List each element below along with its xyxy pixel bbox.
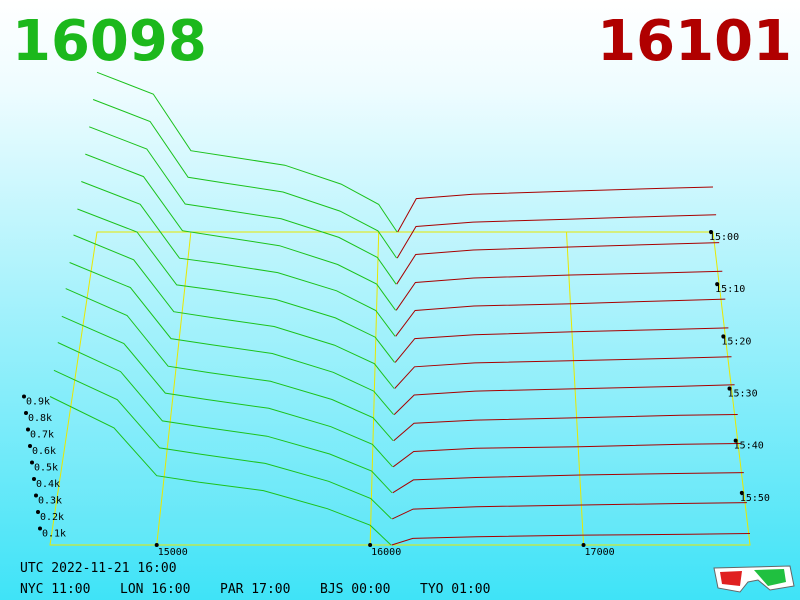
x-tick-label: 17000: [585, 547, 615, 558]
bid-curve: [53, 369, 392, 520]
clock: NYC 11:00: [20, 582, 90, 597]
time-tick: [715, 282, 720, 287]
bid-curve: [65, 288, 394, 442]
time-tick: [709, 230, 713, 234]
x-grid-line: [156, 231, 192, 546]
y-tick: [30, 460, 34, 465]
bid-curve: [77, 208, 395, 363]
y-tick-label: 0.5k: [34, 463, 58, 474]
ask-curve: [396, 242, 720, 285]
ask-curve: [392, 472, 744, 494]
time-label: 15:10: [715, 284, 745, 295]
bid-curve: [69, 262, 394, 415]
time-tick: [721, 334, 726, 339]
bid-curve: [73, 234, 395, 389]
x-tick-label: 15000: [158, 547, 188, 558]
time-tick: [739, 490, 744, 495]
y-tick-label: 0.8k: [28, 413, 52, 424]
utc-time: UTC 2022-11-21 16:00: [20, 561, 177, 576]
bid-curve: [49, 396, 392, 546]
y-tick-label: 0.2k: [40, 512, 64, 523]
floor-outline: [49, 231, 751, 546]
bid-curve: [61, 315, 393, 468]
ask-curve: [394, 356, 732, 389]
best-ask: 16101: [597, 9, 792, 74]
y-tick-label: 0.3k: [38, 496, 62, 507]
ask-curve: [396, 214, 717, 259]
y-tick-label: 0.7k: [30, 430, 54, 441]
clock: LON 16:00: [120, 582, 190, 597]
ask-curve: [391, 502, 747, 520]
ask-curve: [397, 186, 714, 233]
ask-curve: [393, 384, 735, 415]
ask-curve: [395, 270, 723, 311]
y-tick: [32, 477, 36, 481]
x-tick: [368, 543, 373, 547]
x-tick-label: 16000: [371, 547, 401, 558]
bid-curve: [81, 181, 396, 337]
x-tick: [581, 543, 586, 547]
time-label: 15:40: [734, 441, 764, 452]
3d-glasses-icon[interactable]: [713, 565, 795, 593]
y-tick: [34, 493, 38, 498]
clock: BJS 00:00: [320, 582, 390, 597]
bid-curve: [96, 71, 398, 233]
bid-curve: [92, 99, 398, 259]
labels: 15000 16000 17000 0.1k 0.2k 0.3k 0.4k 0.5k 0.6k 0…: [22, 230, 770, 558]
ask-curve: [393, 414, 738, 442]
best-bid: 16098: [12, 9, 207, 74]
time-label: 15:20: [721, 336, 751, 347]
time-tick: [727, 386, 732, 391]
clock: TYO 01:00: [420, 582, 490, 597]
time-label: 15:30: [728, 389, 758, 400]
time-label: 15:00: [709, 232, 739, 243]
y-tick-label: 0.6k: [32, 446, 56, 457]
curves: [49, 71, 751, 546]
bid-curve: [89, 126, 397, 285]
ask-curve: [394, 327, 729, 363]
y-tick: [24, 411, 28, 415]
clock: PAR 17:00: [220, 582, 290, 597]
y-tick: [28, 444, 32, 448]
ask-curve: [391, 533, 751, 546]
floor: [49, 231, 751, 546]
y-tick: [36, 510, 40, 514]
time-tick: [733, 438, 738, 443]
x-tick: [154, 543, 159, 547]
y-tick: [26, 427, 30, 432]
bid-curve: [85, 153, 397, 311]
ask-curve: [395, 298, 726, 337]
y-tick: [22, 394, 26, 399]
time-label: 15:50: [740, 493, 770, 504]
y-tick-label: 0.1k: [42, 529, 66, 540]
y-tick-label: 0.9k: [26, 397, 50, 408]
bid-curve: [57, 342, 393, 494]
ask-curve: [392, 443, 741, 468]
y-tick-label: 0.4k: [36, 479, 60, 490]
y-tick: [38, 526, 42, 531]
